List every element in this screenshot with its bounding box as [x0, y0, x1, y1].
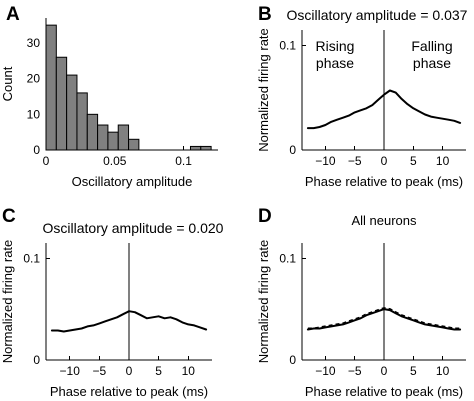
histogram-bar	[200, 145, 212, 151]
panel-c-title: Oscillatory amplitude = 0.020	[43, 220, 224, 236]
histogram-bar	[76, 92, 88, 151]
y-axis-label-c: Normalized firing rate	[0, 240, 15, 364]
y-tick-label-a: 10	[27, 107, 41, 121]
x-tick-label-c: 10	[182, 364, 196, 378]
histogram-bar	[45, 24, 57, 151]
x-tick-label-b: 5	[410, 154, 417, 168]
panel-letter-d: D	[258, 206, 272, 227]
histogram-bar	[107, 131, 119, 151]
panel-letter-b: B	[258, 4, 272, 25]
x-tick-label-d: 0	[381, 364, 388, 378]
x-tick-label-b: −5	[348, 154, 362, 168]
x-tick-label-c: −5	[93, 364, 107, 378]
firing-rate-curve-b-0	[306, 89, 462, 130]
x-tick-label-d: −5	[348, 364, 362, 378]
firing-rate-curve-c-0	[50, 310, 208, 333]
y-axis-label-d: Normalized firing rate	[256, 240, 271, 364]
x-tick-label-d: 10	[436, 364, 450, 378]
panel-b-title: Oscillatory amplitude = 0.037	[287, 7, 468, 23]
histogram-bar	[189, 145, 202, 151]
y-tick-label-c: 0.1	[23, 251, 40, 265]
firing-rate-curve-d-1	[307, 307, 461, 330]
x-tick-label-a: 0.1	[175, 154, 192, 168]
y-tick-label-a: 0	[33, 143, 40, 157]
x-tick-label-b: −10	[315, 154, 336, 168]
y-tick-label-a: 30	[27, 36, 41, 50]
histogram-bar	[128, 138, 140, 151]
panel-letter-c: C	[2, 206, 16, 227]
x-tick-label-c: 5	[155, 364, 162, 378]
y-axis-label-b: Normalized firing rate	[256, 28, 271, 152]
x-axis-label-b: Phase relative to peak (ms)	[305, 174, 463, 189]
x-tick-label-d: −10	[315, 364, 336, 378]
x-axis-label-a: Oscillatory amplitude	[72, 174, 193, 189]
panel-d-line-plot: −10 −5 0 5 10 0 0.1 Phase relative to peak (ms)…	[256, 240, 466, 399]
falling-label-line2: phase	[413, 55, 451, 71]
y-tick-label-b: 0	[289, 143, 296, 157]
rising-label-line2: phase	[316, 55, 354, 71]
x-tick-label-a: 0.05	[103, 154, 127, 168]
x-tick-label-b: 0	[381, 154, 388, 168]
histogram-bar	[66, 74, 78, 151]
histogram-bar	[86, 113, 99, 151]
y-tick-label-a: 20	[27, 72, 41, 86]
x-tick-label-c: −10	[60, 364, 81, 378]
x-tick-label-d: 5	[410, 364, 417, 378]
y-tick-label-c: 0	[33, 353, 40, 367]
panel-c-line-plot: −10 −5 0 5 10 0 0.1 Phase relative to peak (ms)…	[0, 240, 212, 399]
histogram-bar	[55, 56, 68, 151]
falling-label-line1: Falling	[411, 38, 452, 54]
panel-a-histogram: 0 0.05 0.1 0 10 20 30 Oscillatory amplitude Coun…	[0, 18, 218, 189]
panel-b-line-plot: −10 −5 0 5 10 0 0.1 Phase relative to peak (ms)…	[256, 28, 466, 189]
x-tick-label-c: 0	[126, 364, 133, 378]
y-tick-label-d: 0.1	[279, 251, 296, 265]
y-tick-label-b: 0.1	[279, 39, 296, 53]
histogram-bar	[117, 124, 130, 151]
rising-label-line1: Rising	[316, 38, 355, 54]
x-tick-label-b: 10	[436, 154, 450, 168]
panel-letter-a: A	[6, 4, 20, 25]
y-tick-label-d: 0	[289, 353, 296, 367]
x-axis-label-d: Phase relative to peak (ms)	[305, 384, 463, 399]
x-axis-label-c: Phase relative to peak (ms)	[50, 384, 208, 399]
x-tick-label-a: 0	[43, 154, 50, 168]
histogram-bar	[97, 124, 109, 151]
panel-d-title: All neurons	[351, 213, 417, 228]
y-axis-label-a: Count	[0, 66, 15, 101]
